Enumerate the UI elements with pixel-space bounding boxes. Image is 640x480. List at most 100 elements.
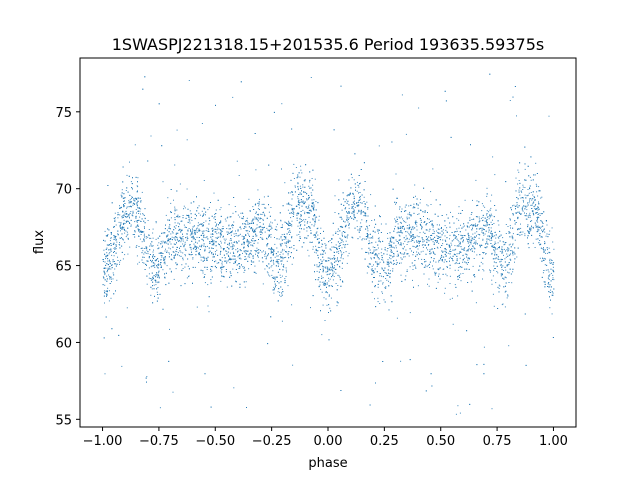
data-point: [304, 180, 306, 182]
data-point: [208, 252, 210, 254]
data-point: [522, 186, 524, 188]
data-point: [304, 221, 306, 223]
data-point: [309, 181, 311, 183]
data-points: [102, 73, 555, 415]
data-point: [312, 295, 314, 297]
data-point: [326, 304, 328, 306]
data-point: [440, 228, 442, 229]
data-point: [152, 245, 154, 247]
data-point: [419, 218, 421, 219]
data-point: [214, 231, 216, 233]
data-point: [138, 207, 140, 209]
data-point: [264, 231, 266, 233]
data-point: [264, 251, 266, 253]
data-point: [514, 205, 516, 207]
data-point: [143, 233, 145, 235]
data-point: [381, 275, 382, 277]
data-point: [518, 180, 520, 181]
data-point: [537, 195, 539, 197]
data-point: [205, 237, 207, 239]
data-point: [433, 230, 435, 232]
data-point: [467, 222, 469, 224]
data-point: [324, 283, 326, 285]
data-point: [368, 225, 370, 227]
data-point: [458, 227, 460, 229]
data-point: [208, 223, 210, 225]
data-point: [392, 246, 394, 248]
data-point: [274, 281, 275, 283]
data-point: [359, 236, 361, 238]
data-point: [210, 233, 212, 235]
data-point: [338, 252, 340, 254]
data-point: [115, 245, 117, 247]
data-point: [405, 221, 407, 223]
data-point: [272, 251, 274, 253]
data-point: [400, 216, 402, 218]
data-point: [521, 207, 523, 209]
data-point: [139, 229, 140, 231]
data-point: [367, 234, 369, 236]
data-point: [277, 261, 279, 263]
data-point: [341, 253, 343, 255]
data-point: [121, 189, 123, 191]
data-point: [403, 256, 405, 258]
data-point: [272, 270, 274, 272]
data-point: [154, 263, 156, 265]
data-point: [463, 247, 465, 249]
data-point: [488, 235, 490, 237]
data-point: [115, 224, 117, 226]
data-point: [450, 256, 451, 258]
data-point: [527, 243, 529, 245]
data-point: [500, 273, 502, 275]
data-point: [312, 184, 314, 186]
data-point: [497, 256, 499, 258]
data-point: [304, 224, 306, 226]
data-point: [525, 218, 527, 220]
data-point: [152, 276, 154, 278]
data-point: [189, 218, 191, 220]
data-point: [155, 238, 157, 240]
data-point: [398, 254, 399, 256]
data-point: [425, 390, 427, 392]
data-point: [526, 213, 527, 215]
data-point: [387, 275, 389, 276]
data-point: [166, 250, 168, 252]
data-point: [299, 176, 301, 178]
data-point: [512, 243, 514, 245]
data-point: [191, 231, 193, 233]
data-point: [338, 275, 340, 277]
data-point: [265, 207, 267, 209]
data-point: [382, 240, 384, 242]
data-point: [425, 264, 427, 266]
data-point: [161, 242, 163, 244]
data-point: [156, 272, 157, 274]
data-point: [472, 265, 474, 267]
data-point: [172, 239, 173, 241]
data-point: [551, 294, 553, 296]
data-point: [156, 300, 158, 302]
data-point: [392, 256, 394, 258]
data-point: [140, 208, 142, 210]
data-point: [186, 277, 188, 279]
data-point: [401, 94, 403, 96]
data-point: [287, 209, 289, 211]
data-point: [236, 242, 238, 243]
data-point: [230, 216, 232, 218]
data-point: [263, 250, 264, 252]
data-point: [453, 239, 455, 241]
data-point: [450, 242, 452, 244]
data-point: [225, 220, 227, 222]
data-point: [359, 182, 361, 184]
data-point: [527, 237, 528, 239]
data-point: [500, 275, 502, 277]
data-point: [428, 263, 430, 265]
data-point: [368, 266, 370, 268]
data-point: [189, 234, 191, 236]
data-point: [400, 244, 402, 246]
data-point: [498, 288, 500, 289]
data-point: [279, 254, 281, 255]
data-point: [541, 260, 543, 262]
data-point: [169, 328, 170, 330]
data-point: [226, 262, 228, 264]
data-point: [299, 238, 301, 239]
